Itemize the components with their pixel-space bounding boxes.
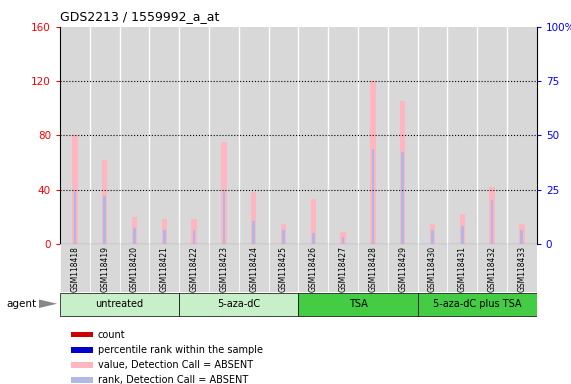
Bar: [191, 219, 197, 244]
Bar: [119, 244, 150, 292]
Text: GSM118429: GSM118429: [398, 246, 407, 292]
Text: GSM118419: GSM118419: [100, 246, 109, 292]
Bar: [507, 27, 537, 244]
Bar: [417, 244, 447, 292]
Bar: [60, 27, 90, 244]
Bar: [507, 244, 537, 292]
Bar: [400, 101, 405, 244]
Bar: [299, 27, 328, 244]
Bar: [447, 244, 477, 292]
Bar: [490, 200, 493, 244]
Bar: [251, 192, 256, 244]
Text: GSM118420: GSM118420: [130, 246, 139, 292]
Bar: [60, 244, 90, 292]
Polygon shape: [39, 300, 57, 308]
Text: GSM118432: GSM118432: [488, 246, 497, 292]
Bar: [282, 230, 285, 244]
Text: rank, Detection Call = ABSENT: rank, Detection Call = ABSENT: [98, 375, 248, 384]
Bar: [90, 244, 119, 292]
Text: GSM118418: GSM118418: [70, 246, 79, 292]
Text: GSM118424: GSM118424: [249, 246, 258, 292]
Bar: [163, 230, 166, 244]
Text: untreated: untreated: [95, 299, 144, 310]
Bar: [372, 149, 374, 244]
Bar: [299, 244, 328, 292]
Bar: [209, 244, 239, 292]
Bar: [209, 27, 239, 244]
Bar: [519, 223, 525, 244]
Bar: [239, 244, 268, 292]
Bar: [340, 232, 345, 244]
Bar: [223, 190, 225, 244]
Bar: [417, 27, 447, 244]
Bar: [221, 142, 227, 244]
Bar: [268, 244, 298, 292]
Bar: [150, 27, 179, 244]
Bar: [132, 217, 137, 244]
Bar: [281, 223, 286, 244]
Text: GSM118433: GSM118433: [517, 246, 526, 292]
Text: GSM118428: GSM118428: [368, 246, 377, 292]
Bar: [133, 228, 136, 244]
Bar: [252, 221, 255, 244]
Bar: [179, 244, 209, 292]
Text: percentile rank within the sample: percentile rank within the sample: [98, 345, 263, 355]
Bar: [430, 223, 435, 244]
Bar: [312, 233, 315, 244]
Bar: [460, 214, 465, 244]
Text: GSM118431: GSM118431: [458, 246, 467, 292]
Bar: [72, 136, 78, 244]
Bar: [299, 293, 417, 316]
Bar: [239, 27, 268, 244]
Bar: [477, 244, 507, 292]
Bar: [447, 27, 477, 244]
Text: value, Detection Call = ABSENT: value, Detection Call = ABSENT: [98, 360, 253, 370]
Bar: [179, 27, 209, 244]
Bar: [268, 27, 298, 244]
Bar: [192, 230, 195, 244]
Bar: [60, 293, 179, 316]
Text: TSA: TSA: [348, 299, 367, 310]
Text: GDS2213 / 1559992_a_at: GDS2213 / 1559992_a_at: [60, 10, 219, 23]
Bar: [74, 190, 76, 244]
Text: agent: agent: [7, 299, 37, 309]
Bar: [477, 27, 507, 244]
Bar: [162, 219, 167, 244]
Text: GSM118425: GSM118425: [279, 246, 288, 292]
Text: GSM118430: GSM118430: [428, 246, 437, 292]
Bar: [370, 81, 376, 244]
Bar: [489, 187, 494, 244]
Text: count: count: [98, 329, 126, 339]
Bar: [388, 244, 417, 292]
Text: 5-aza-dC: 5-aza-dC: [217, 299, 260, 310]
Bar: [71, 362, 94, 368]
Bar: [179, 293, 299, 316]
Text: GSM118423: GSM118423: [219, 246, 228, 292]
Bar: [311, 199, 316, 244]
Bar: [119, 27, 150, 244]
Bar: [71, 347, 94, 353]
Bar: [90, 27, 119, 244]
Text: GSM118427: GSM118427: [339, 246, 348, 292]
Bar: [388, 27, 417, 244]
Text: GSM118421: GSM118421: [160, 246, 169, 292]
Bar: [102, 160, 107, 244]
Bar: [150, 244, 179, 292]
Bar: [461, 226, 464, 244]
Bar: [431, 230, 434, 244]
Text: GSM118422: GSM118422: [190, 246, 199, 292]
Bar: [341, 237, 344, 244]
Bar: [328, 27, 358, 244]
Bar: [521, 230, 523, 244]
Bar: [328, 244, 358, 292]
Bar: [401, 152, 404, 244]
Text: 5-aza-dC plus TSA: 5-aza-dC plus TSA: [433, 299, 521, 310]
Bar: [417, 293, 537, 316]
Bar: [103, 196, 106, 244]
Bar: [71, 332, 94, 338]
Text: GSM118426: GSM118426: [309, 246, 317, 292]
Bar: [358, 27, 388, 244]
Bar: [71, 377, 94, 383]
Bar: [358, 244, 388, 292]
